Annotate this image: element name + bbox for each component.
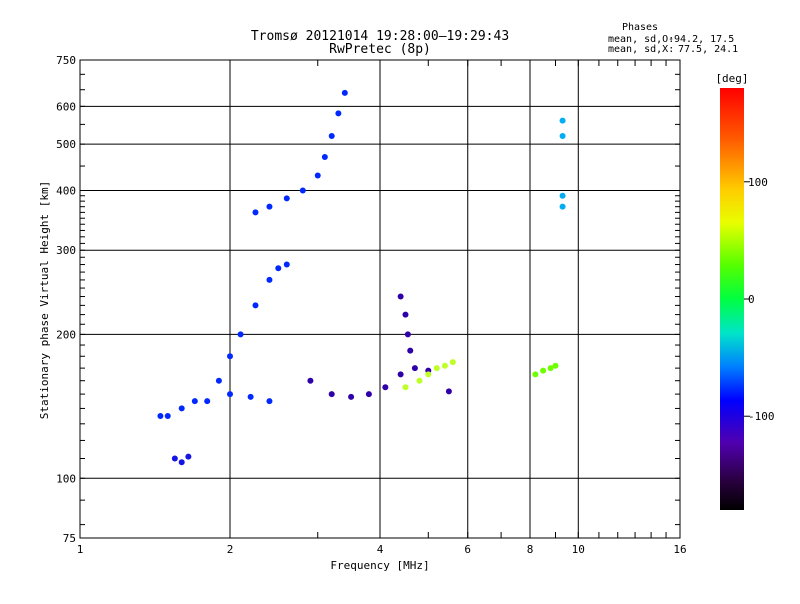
data-point [299, 187, 306, 194]
data-point [247, 393, 254, 400]
stats-o-values: -94.2, 17.5 [668, 34, 734, 45]
data-point [441, 362, 448, 369]
data-point [335, 110, 342, 117]
data-point [552, 362, 559, 369]
plot-area: 1 2 4 6 8 10 16 75 100 200 300 400 500 600 750 [56, 54, 687, 556]
chart-subtitle: RwPretec (8p) [329, 42, 431, 57]
stats-heading: Phases [622, 22, 658, 33]
data-point [402, 384, 409, 391]
data-point [157, 412, 164, 419]
data-point [328, 133, 335, 140]
colorbar-ticks: 100 0 -100 [744, 176, 775, 423]
data-point [266, 203, 273, 210]
data-point [171, 455, 178, 462]
data-point [321, 154, 328, 161]
data-point [266, 398, 273, 405]
x-tick-label: 8 [527, 543, 534, 556]
data-point [275, 265, 282, 272]
data-point [252, 209, 259, 216]
data-point [252, 302, 259, 309]
stats-x-label: mean, sd,X: [608, 44, 674, 55]
colorbar-label: [deg] [715, 72, 748, 85]
data-point [407, 347, 414, 354]
x-tick-label: 4 [377, 543, 384, 556]
x-tick-label: 16 [673, 543, 686, 556]
data-point [445, 388, 452, 395]
data-point [237, 331, 244, 338]
data-point [283, 195, 290, 202]
x-tick-label: 10 [572, 543, 585, 556]
data-point [164, 412, 171, 419]
y-axis-label: Stationary phase Virtual Height [km] [38, 181, 51, 419]
data-point [314, 172, 321, 179]
data-point [559, 192, 566, 199]
x-tick-label: 6 [464, 543, 471, 556]
y-tick-label: 500 [56, 138, 76, 151]
data-point [215, 377, 222, 384]
data-point [540, 367, 547, 374]
data-point [397, 293, 404, 300]
y-tick-label: 400 [56, 184, 76, 197]
data-point [382, 384, 389, 391]
y-tick-label: 600 [56, 100, 76, 113]
data-point [532, 371, 539, 378]
data-point [341, 89, 348, 96]
x-axis-label: Frequency [MHz] [330, 559, 429, 572]
data-point [547, 365, 554, 372]
data-point [204, 398, 211, 405]
y-tick-label: 750 [56, 54, 76, 67]
x-tick-label: 2 [227, 543, 234, 556]
data-point [191, 398, 198, 405]
data-point [433, 365, 440, 372]
data-point [416, 377, 423, 384]
data-point [397, 371, 404, 378]
data-point [559, 203, 566, 210]
data-point [402, 311, 409, 318]
colorbar-tick-label: 0 [748, 293, 755, 306]
colorbar-tick-label: 100 [748, 176, 768, 189]
data-point [266, 276, 273, 283]
x-tick-label: 1 [77, 543, 84, 556]
data-point [559, 133, 566, 140]
data-point [559, 117, 566, 124]
colorbar-tick-label: -100 [748, 410, 775, 423]
data-point [178, 459, 185, 466]
data-point [404, 331, 411, 338]
y-tick-label: 75 [63, 532, 76, 545]
data-point [227, 353, 233, 360]
data-point [283, 261, 290, 268]
data-point [307, 377, 314, 384]
data-point [411, 365, 418, 372]
data-point [178, 405, 185, 412]
y-tick-label: 100 [56, 472, 76, 485]
data-point [227, 391, 233, 398]
data-point [365, 391, 372, 398]
data-point [425, 371, 432, 378]
stats-x-values: 77.5, 24.1 [678, 44, 738, 55]
data-point [328, 391, 335, 398]
stats-o-label: mean, sd,O: [608, 34, 674, 45]
chart-title: Tromsø 20121014 19:28:00–19:29:43 [251, 29, 509, 44]
data-point [185, 453, 192, 460]
data-point [449, 359, 456, 366]
colorbar [720, 88, 744, 510]
y-tick-label: 200 [56, 328, 76, 341]
data-point [348, 393, 355, 400]
y-tick-label: 300 [56, 244, 76, 257]
